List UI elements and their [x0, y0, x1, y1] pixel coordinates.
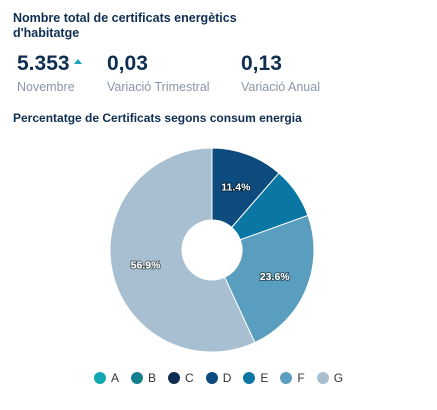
trend-up-icon — [73, 58, 82, 64]
legend-dot-icon — [205, 372, 218, 384]
legend-dot-icon — [316, 372, 329, 384]
legend-item-B[interactable]: B — [131, 371, 156, 385]
slice-G[interactable] — [109, 147, 256, 353]
chart-title: Percentatge de Certificats segons consum… — [13, 111, 302, 125]
stat-total: 5.353 Novembre — [17, 52, 82, 95]
legend-item-C[interactable]: C — [168, 371, 194, 385]
legend-item-E[interactable]: E — [243, 371, 268, 385]
donut-chart: 11.4% 23.6% 56.9% — [109, 147, 315, 353]
page-title: Nombre total de certificats energètics d… — [13, 11, 237, 40]
legend-dot-icon — [94, 372, 106, 384]
legend-item-D[interactable]: D — [205, 371, 232, 385]
slice-F[interactable] — [223, 214, 315, 344]
legend-item-F[interactable]: F — [280, 371, 305, 385]
stat-annual: 0,13 Variació Anual — [241, 52, 320, 95]
legend-item-A[interactable]: A — [94, 371, 119, 385]
legend-label: C — [185, 371, 194, 385]
legend-dot-icon — [280, 372, 293, 384]
legend-label: B — [148, 371, 157, 385]
stat-quarterly-label: Variació Trimestral — [107, 80, 210, 94]
stat-quarterly: 0,03 Variació Trimestral — [107, 52, 210, 95]
legend-label: D — [222, 371, 232, 385]
stat-annual-value: 0,13 — [241, 52, 282, 75]
chart-legend: A B C D E F G — [94, 371, 355, 385]
legend-dot-icon — [168, 372, 181, 384]
stat-total-value: 5.353 — [17, 52, 82, 76]
stat-annual-label: Variació Anual — [241, 80, 320, 94]
slice-label-G: 56.9% — [131, 260, 161, 272]
legend-label: A — [111, 371, 120, 385]
legend-dot-icon — [131, 372, 144, 384]
stat-quarterly-value: 0,03 — [107, 52, 148, 75]
legend-dot-icon — [243, 372, 256, 384]
slice-label-F: 23.6% — [260, 271, 290, 283]
legend-item-G[interactable]: G — [316, 371, 344, 385]
stat-total-label: Novembre — [17, 80, 75, 94]
legend-label: F — [297, 371, 305, 385]
slice-label-D: 11.4% — [221, 181, 251, 193]
legend-label: E — [260, 371, 269, 385]
legend-label: G — [333, 371, 344, 385]
